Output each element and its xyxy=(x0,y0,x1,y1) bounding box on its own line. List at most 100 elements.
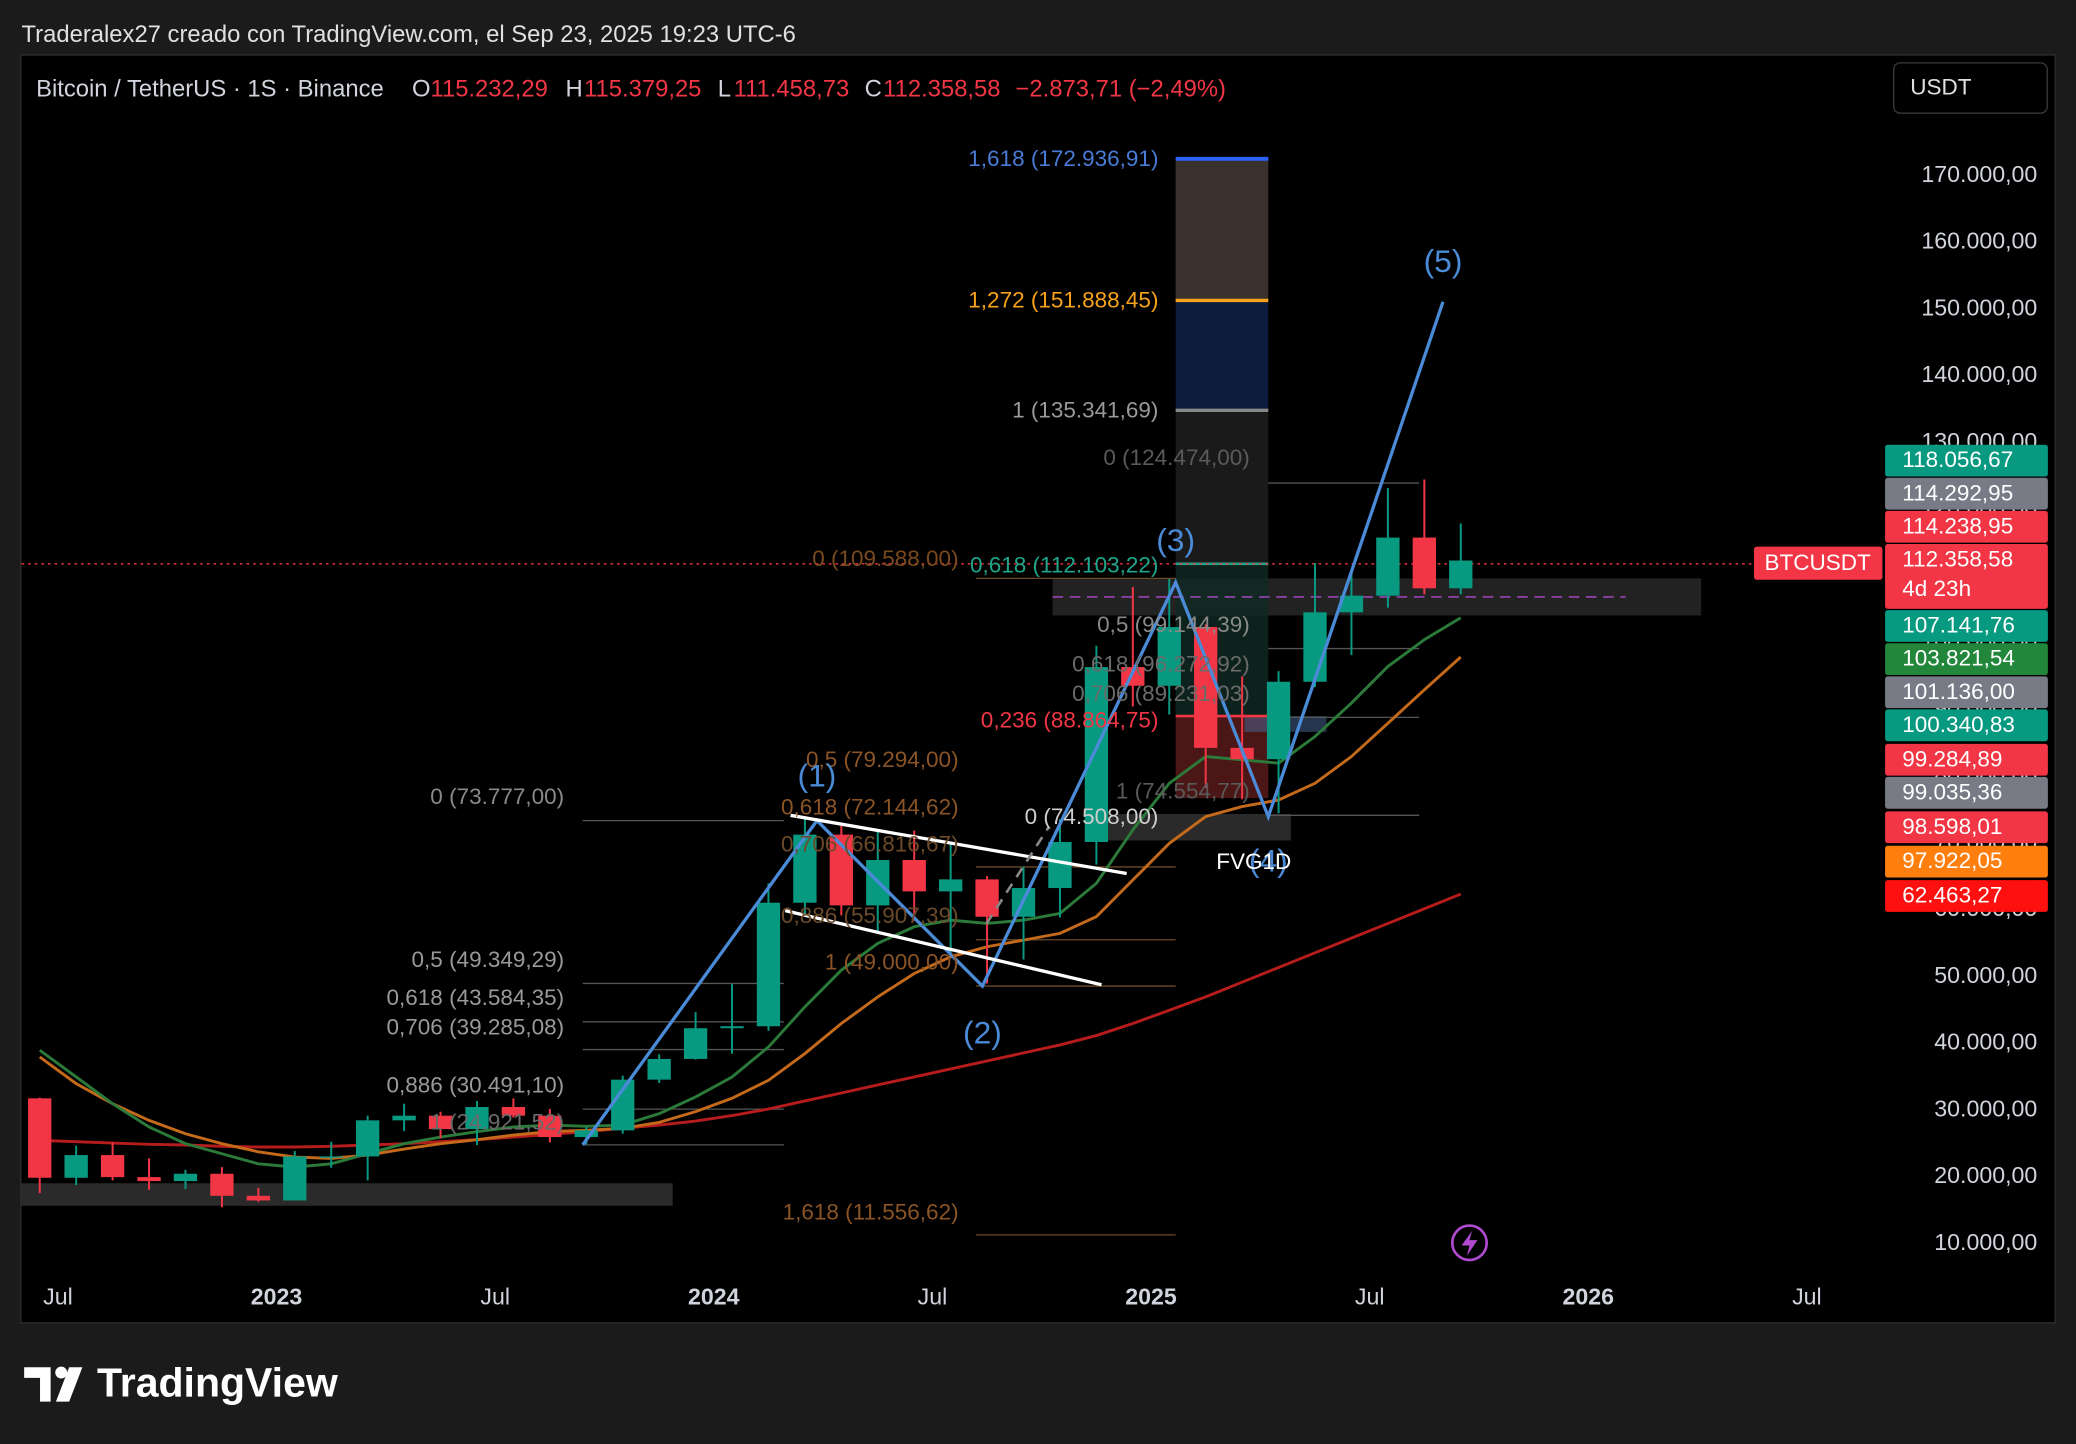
price-badge-text: 97.922,05 xyxy=(1902,848,2002,873)
price-badge xyxy=(1885,845,2048,878)
fib-label: 0 (74.508,00) xyxy=(1025,804,1159,829)
candle-body xyxy=(938,879,963,892)
fib-zone xyxy=(1175,300,1269,411)
price-badge xyxy=(1885,709,2048,742)
symbol: Bitcoin / TetherUS · 1S · Binance xyxy=(36,75,384,102)
candle-body xyxy=(1084,667,1109,842)
candle-body xyxy=(1412,537,1436,589)
plot xyxy=(28,479,1473,1208)
candle-body xyxy=(611,1079,635,1131)
y-tick-label: 10.000,00 xyxy=(1934,1229,2037,1255)
x-tick-label: 2024 xyxy=(688,1284,740,1310)
change: −2.873,71 (−2,49%) xyxy=(1015,75,1226,102)
overlays: 1,618 (172.936,91) 1,272 (151.888,45) 1 … xyxy=(387,146,1489,1262)
y-tick-label: 160.000,00 xyxy=(1921,228,2037,254)
x-tick-label: 2026 xyxy=(1563,1284,1615,1310)
chart-panel xyxy=(20,54,2056,1324)
fib-zone xyxy=(1175,158,1269,301)
fib-label: 0,618 (43.584,35) xyxy=(387,985,565,1010)
logo-mark xyxy=(24,1367,51,1402)
price-badge-text: 107.141,76 xyxy=(1902,613,2015,638)
candle-body xyxy=(683,1028,708,1059)
candle-body xyxy=(647,1058,671,1080)
candle-body xyxy=(100,1155,125,1178)
candle-body xyxy=(465,1107,489,1130)
moving-average xyxy=(39,892,1462,1149)
price-badge xyxy=(1885,543,2048,609)
candle-body xyxy=(1266,681,1291,760)
price-badge xyxy=(1885,776,2048,809)
logo-mark xyxy=(55,1367,83,1402)
candle-body xyxy=(173,1173,198,1182)
ohlc-value: 111.458,73 xyxy=(734,75,850,102)
wave-path xyxy=(581,301,1445,1146)
currency-button[interactable] xyxy=(1893,62,2048,114)
wave-label: (4) xyxy=(1249,842,1288,878)
badge-stack: 118.056,67 114.292,95 114.238,95 112.358,58… xyxy=(1885,444,2048,912)
fib-label: 1 (135.341,69) xyxy=(1012,398,1158,423)
y-tick-label: 150.000,00 xyxy=(1921,294,2037,320)
candle-body xyxy=(355,1120,380,1157)
candle-body xyxy=(392,1115,416,1121)
wave-label: (1) xyxy=(798,758,837,794)
candle-body xyxy=(1194,627,1218,748)
alert-icon[interactable] xyxy=(1450,1224,1489,1262)
candle-body xyxy=(137,1177,161,1182)
fib-label: 0,706 (89.231,03) xyxy=(1072,681,1250,706)
price-badges: BTCUSDT 118.056,67114.292,95114.238,9511… xyxy=(1754,444,2048,912)
ohlc-value: 112.358,58 xyxy=(883,75,1000,102)
symbol-badge xyxy=(1754,546,1883,580)
candle-body xyxy=(720,1026,744,1029)
ohlc-label: H xyxy=(565,75,582,102)
candle-body xyxy=(1303,612,1327,682)
fib-label: 1,618 (11.556,62) xyxy=(783,1200,959,1225)
candle-body xyxy=(1449,560,1473,589)
x-tick-label: Jul xyxy=(1792,1284,1822,1310)
wave-label: (5) xyxy=(1424,243,1463,279)
fib-zone xyxy=(1175,410,1269,564)
fib-label: 1 (24.921,52) xyxy=(430,1110,564,1135)
price-badge-text: 103.821,54 xyxy=(1902,646,2015,671)
x-tick-label: Jul xyxy=(918,1284,948,1310)
moving-average xyxy=(38,616,1462,1169)
candle-body xyxy=(64,1155,88,1178)
price-badge-text: 98.598,01 xyxy=(1902,814,2002,839)
fib-label: 0 (109.588,00) xyxy=(812,546,958,571)
fib-label: 0,5 (99.144,39) xyxy=(1097,612,1250,637)
brand: TradingView xyxy=(97,1360,338,1406)
moving-average xyxy=(38,655,1462,1160)
candle-body xyxy=(28,1098,52,1178)
fib-lines xyxy=(582,482,1420,1146)
candle-body xyxy=(538,1115,562,1138)
price-badge xyxy=(1885,880,2048,912)
fib-label: 1 (74.554,77) xyxy=(1116,779,1250,804)
fib-label: 0,706 (66.816,67) xyxy=(781,832,959,857)
fib-label: 1,272 (151.888,45) xyxy=(968,288,1158,313)
price-badge xyxy=(1885,610,2048,642)
fib-label: 0 (124.474,00) xyxy=(1103,445,1249,470)
price-badge xyxy=(1885,444,2048,477)
fib-label: 0,236 (88.864,75) xyxy=(981,707,1159,732)
attribution: Traderalex27 creado con TradingView.com,… xyxy=(22,21,796,48)
ohlc-label: O xyxy=(412,75,431,102)
candle-body xyxy=(975,879,999,917)
x-tick-label: Jul xyxy=(43,1284,73,1310)
x-tick-label: 2023 xyxy=(251,1284,303,1310)
candle-body xyxy=(283,1156,307,1201)
y-tick-label: 30.000,00 xyxy=(1934,1095,2037,1121)
fib-lines xyxy=(975,577,1176,1236)
fib-label: 0,618 (112.103,22) xyxy=(970,552,1158,577)
price-badge-text: 118.056,67 xyxy=(1902,447,2013,472)
fib-label: 0,706 (39.285,08) xyxy=(387,1014,565,1039)
price-badge-text: 99.284,89 xyxy=(1902,746,2002,771)
currency[interactable]: USDT xyxy=(1910,75,1972,100)
symbol-badge-text: BTCUSDT xyxy=(1764,550,1871,575)
ohlc-label: L xyxy=(718,75,731,102)
candle-body xyxy=(210,1173,234,1196)
ohlc-value: 115.379,25 xyxy=(584,75,701,102)
candle-body xyxy=(574,1130,598,1138)
ohlc-label: C xyxy=(865,75,882,102)
price-badge xyxy=(1885,477,2048,510)
candle-body xyxy=(1339,595,1364,613)
